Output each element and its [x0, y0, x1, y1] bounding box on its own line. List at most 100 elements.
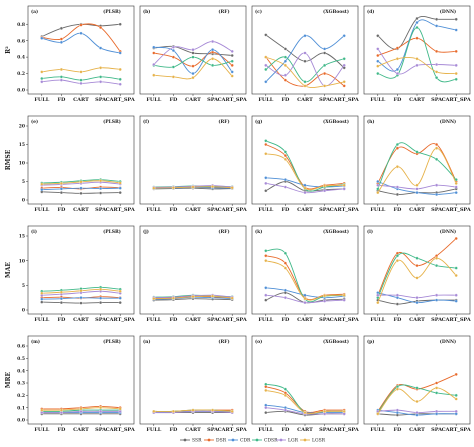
data-point — [171, 45, 175, 49]
data-point — [191, 185, 195, 189]
x-tick-label: CART — [409, 207, 425, 213]
data-point — [99, 301, 103, 305]
x-tick-label: FD — [281, 97, 290, 103]
y-tick-label: 0.2 — [17, 393, 25, 399]
data-point — [264, 33, 268, 37]
x-tick-label: CART_SPA — [442, 317, 471, 323]
data-point — [264, 63, 268, 67]
y-tick-label: 0.0 — [17, 88, 25, 94]
data-point — [283, 157, 287, 161]
data-point — [415, 256, 419, 260]
data-point — [395, 254, 399, 258]
x-tick-label: CART_SPA — [330, 97, 359, 103]
x-tick-label: CART_SPA — [218, 207, 247, 213]
y-tick-label: 0.0 — [17, 418, 25, 424]
data-point — [283, 78, 287, 82]
data-point — [264, 80, 268, 84]
data-point — [435, 381, 439, 385]
data-point — [395, 146, 399, 150]
data-point — [435, 17, 439, 21]
legend-swatch-marker — [231, 438, 235, 442]
x-tick-label: FULL — [34, 207, 49, 213]
data-point — [283, 178, 287, 182]
data-point — [171, 186, 175, 190]
data-point — [283, 73, 287, 77]
data-point — [323, 184, 327, 188]
data-point — [79, 180, 83, 184]
x-tick-label: CART — [297, 317, 313, 323]
data-point — [191, 295, 195, 299]
x-tick-label: CART_SPA — [330, 427, 359, 433]
x-tick-label: FULL — [258, 207, 273, 213]
data-point — [303, 84, 307, 88]
x-tick-label: CART_SPA — [218, 317, 247, 323]
data-point — [435, 391, 439, 395]
data-point — [118, 407, 122, 411]
panel-label: (c) — [255, 8, 262, 15]
legend-label: LGSR — [312, 438, 326, 444]
x-tick-label: FD — [281, 427, 290, 433]
x-tick-label: CART — [73, 427, 89, 433]
data-point — [99, 186, 103, 191]
panel-label: (a) — [31, 8, 38, 15]
data-point — [376, 293, 380, 297]
panel-label: (h) — [367, 118, 375, 125]
data-point — [59, 37, 63, 41]
model-label: (PLSR) — [103, 338, 121, 345]
panel-label: (m) — [31, 338, 40, 345]
y-tick-label: 0.6 — [17, 38, 25, 44]
data-point — [395, 57, 399, 61]
data-point — [376, 64, 380, 68]
model-label: (XGBoost) — [323, 8, 349, 15]
model-label: (DNN) — [440, 228, 456, 235]
data-point — [395, 293, 399, 297]
data-point — [99, 409, 103, 413]
data-point — [342, 34, 346, 38]
panel-label: (p) — [367, 338, 374, 345]
data-point — [435, 24, 439, 28]
data-point — [99, 191, 103, 195]
data-point — [152, 186, 156, 190]
x-tick-label: SPA — [95, 207, 106, 213]
x-tick-label: FD — [281, 207, 290, 213]
panel-label: (f) — [143, 118, 149, 125]
chart-panel: (h) (DNN) FULL FD CART SPA CART_SPA — [363, 115, 471, 213]
model-label: (RF) — [218, 338, 229, 345]
data-point — [303, 293, 307, 297]
data-point — [376, 47, 380, 51]
data-point — [230, 296, 234, 300]
x-tick-label: FULL — [146, 427, 161, 433]
data-point — [118, 301, 122, 305]
x-tick-label: SPA — [207, 207, 218, 213]
data-point — [79, 78, 83, 82]
series-line — [377, 143, 457, 184]
data-point — [454, 181, 458, 185]
data-point — [454, 236, 458, 241]
data-point — [323, 299, 327, 303]
data-point — [99, 296, 103, 300]
data-point — [264, 298, 268, 302]
legend-label: CDR — [240, 438, 251, 444]
x-tick-label: CART_SPA — [330, 317, 359, 323]
y-tick-label: 0.8 — [17, 22, 25, 28]
panel-frame — [27, 225, 135, 315]
legend-item: LGSR — [300, 438, 326, 444]
x-tick-label: CART — [185, 207, 201, 213]
data-point — [230, 53, 234, 58]
x-tick-label: FD — [393, 97, 402, 103]
panel-label: (i) — [31, 228, 37, 235]
data-point — [211, 294, 215, 298]
x-tick-label: FULL — [146, 317, 161, 323]
data-point — [435, 293, 439, 297]
data-point — [171, 296, 175, 300]
x-tick-label: CART — [297, 427, 313, 433]
data-point — [118, 51, 122, 55]
x-tick-label: CART — [73, 97, 89, 103]
data-point — [191, 51, 195, 55]
data-point — [230, 409, 234, 413]
data-point — [59, 78, 63, 82]
data-point — [415, 276, 419, 280]
x-tick-label: SPA — [207, 317, 218, 323]
data-point — [171, 409, 175, 413]
x-tick-label: FULL — [34, 427, 49, 433]
